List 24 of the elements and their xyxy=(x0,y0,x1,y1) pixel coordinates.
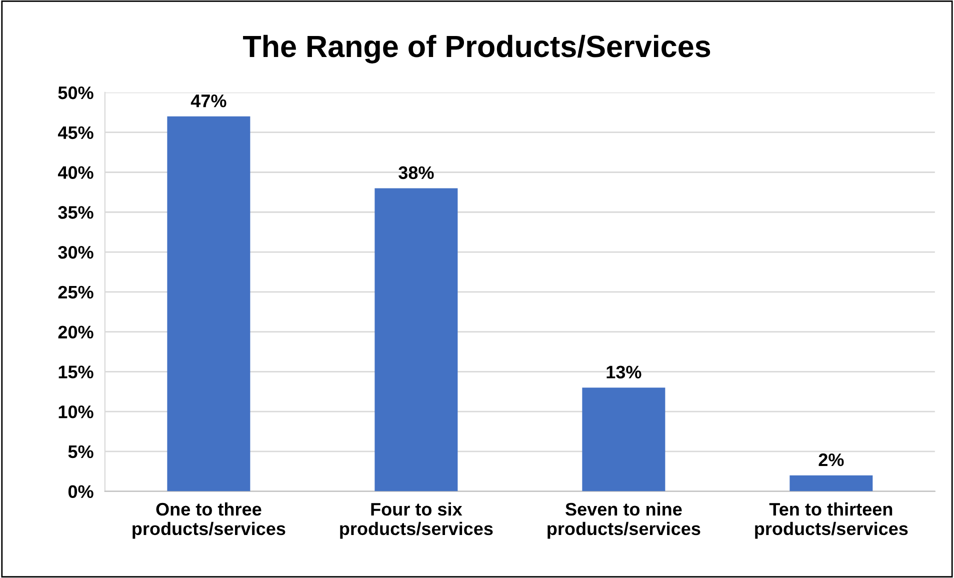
y-tick-label: 25% xyxy=(58,286,94,299)
y-tick-label: 40% xyxy=(58,166,94,179)
y-tick-label: 5% xyxy=(68,445,94,458)
data-label: 2% xyxy=(818,453,844,466)
data-label: 38% xyxy=(398,166,434,180)
x-tick-label: One to three products/services xyxy=(132,502,286,539)
y-tick-label: 35% xyxy=(58,206,94,219)
bar xyxy=(374,188,458,492)
x-tick-label: Four to six products/services xyxy=(340,502,493,539)
y-tick-label: 0% xyxy=(68,485,94,498)
chart-title: The Range of Products/Services xyxy=(243,34,710,64)
y-tick-label: 10% xyxy=(58,405,94,418)
bar xyxy=(790,475,873,492)
bar xyxy=(167,116,250,492)
y-tick-label: 45% xyxy=(58,126,94,140)
data-label: 13% xyxy=(606,366,642,379)
x-tick-label: Ten to thirteen products/services xyxy=(755,502,908,539)
data-label: 47% xyxy=(190,94,226,108)
y-tick-label: 50% xyxy=(58,86,94,100)
y-tick-label: 20% xyxy=(58,326,94,338)
y-tick-label: 15% xyxy=(58,366,94,378)
y-tick-label: 30% xyxy=(58,246,94,259)
bar xyxy=(582,388,666,492)
x-tick-label: Seven to nine products/services xyxy=(548,502,700,539)
